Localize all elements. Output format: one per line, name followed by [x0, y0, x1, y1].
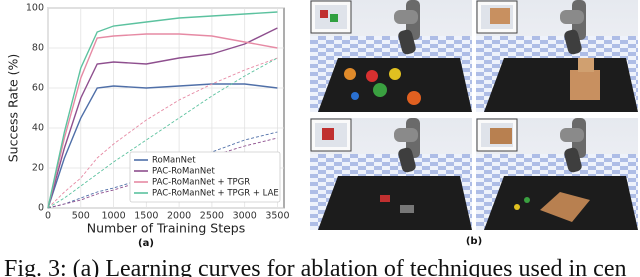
scene-image	[310, 118, 472, 230]
legend-box	[129, 151, 281, 203]
y-tick-label: 20	[32, 163, 44, 174]
line	[47, 83, 278, 209]
x-tick-label: 1000	[101, 211, 125, 222]
line	[47, 27, 278, 209]
y-tick-label: 0	[38, 203, 44, 214]
dashed-line	[47, 57, 278, 209]
x-tick-label: 2000	[167, 211, 191, 222]
line	[47, 11, 278, 209]
x-tick-label: 2500	[200, 211, 224, 222]
legend-label: PAC-RoManNet + TPGR	[152, 178, 250, 188]
y-axis-label: Success Rate (%)	[6, 54, 21, 163]
y-tick-label: 80	[32, 43, 44, 54]
dashed-line	[47, 57, 278, 209]
legend-label: PAC-RoManNet + TPGR + LAE	[152, 189, 279, 199]
panel-label: (a)	[138, 238, 154, 249]
y-tick-label: 100	[26, 3, 44, 14]
x-tick-label: 1500	[134, 211, 158, 222]
x-tick-label: 0	[45, 211, 51, 222]
caption: Fig. 3: (a) Learning curves for ablation…	[4, 256, 627, 277]
x-axis-label: Number of Training Steps	[87, 221, 245, 236]
legend-label: RoManNet	[152, 156, 196, 166]
y-tick-label: 40	[32, 123, 44, 134]
legend-label: PAC-RoManNet	[152, 167, 215, 177]
x-tick-label: 3000	[233, 211, 257, 222]
scene-objects	[320, 8, 600, 222]
line	[47, 33, 278, 209]
panel-label: (b)	[466, 236, 482, 247]
y-tick-label: 60	[32, 83, 44, 94]
x-tick-label: 500	[72, 211, 90, 222]
x-tick-label: 3500	[265, 211, 289, 222]
